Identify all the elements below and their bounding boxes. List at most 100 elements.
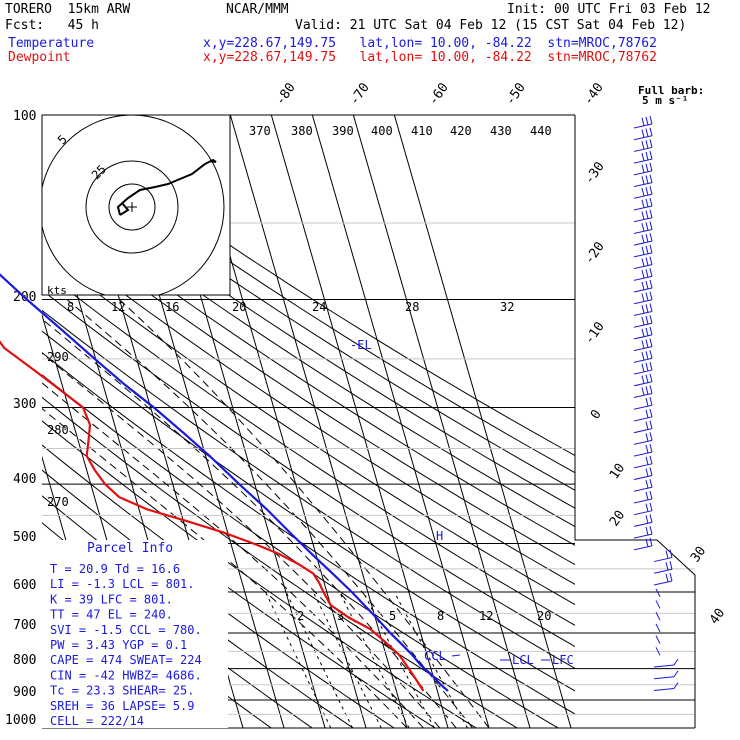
theta-label-440: 440 <box>530 124 552 138</box>
mixing-line-3 <box>285 591 354 728</box>
parcel-info-title: Parcel Info <box>87 541 173 556</box>
isotherm-labels: -80 -70 -60 -50 -40 -30 -20 -10 0 10 20 … <box>273 80 728 627</box>
isotherm-label-m50: -50 <box>503 80 529 108</box>
theta-label-400: 400 <box>371 124 393 138</box>
isotherm-label-20: 20 <box>607 508 628 529</box>
hodograph: 5 25 kts <box>41 114 231 297</box>
isotherm-label-m80: -80 <box>273 80 299 108</box>
wind-barb <box>633 268 653 281</box>
wind-barb <box>633 338 653 352</box>
temperature-legend: Temperature <box>8 36 95 51</box>
isotherm-10 <box>229 115 408 728</box>
isotherm-label-0: 0 <box>588 407 605 422</box>
pressure-label-300: 300 <box>13 397 36 412</box>
wind-barb <box>633 174 653 188</box>
mixing-line-8 <box>338 591 410 728</box>
wind-barb <box>655 635 661 644</box>
pressure-label-400: 400 <box>13 472 36 487</box>
theta-label-280: 280 <box>47 423 69 437</box>
wind-barb <box>633 326 653 340</box>
isotherm-label-30: 30 <box>688 544 709 565</box>
organization: NCAR/MMM <box>226 2 289 17</box>
barb-legend-line2: 5 m s⁻¹ <box>642 94 688 107</box>
isotherm-50 <box>393 115 572 728</box>
pressure-labels: 100 200 300 400 500 600 700 800 900 1000 <box>5 109 36 728</box>
dewpoint-line <box>0 340 425 692</box>
wind-barb <box>655 623 661 633</box>
wind-barb <box>653 670 679 680</box>
wind-barb <box>653 561 673 574</box>
wind-barb <box>633 432 653 445</box>
wind-barb <box>655 647 661 656</box>
wind-barb <box>633 397 653 410</box>
hodograph-kts-label: kts <box>47 284 67 297</box>
ccl-label: CCL <box>424 649 446 663</box>
theta-label-420: 420 <box>450 124 472 138</box>
isotherm-label-40: 40 <box>707 606 728 627</box>
parcel-info-row: CAPE = 474 SWEAT= 224 <box>50 653 202 667</box>
forecast-hour: Fcst: 45 h <box>5 18 99 33</box>
wind-barb <box>633 361 653 375</box>
theta-label-370: 370 <box>249 124 271 138</box>
init-time: Init: 00 UTC Fri 03 Feb 12 <box>507 2 711 17</box>
wind-barb <box>633 256 653 270</box>
wind-barb <box>655 588 661 597</box>
dry-adiabat-300 <box>42 420 478 728</box>
pressure-label-1000: 1000 <box>5 713 36 728</box>
isotherm-30 <box>311 115 490 728</box>
speed-tick-32: 32 <box>500 300 514 314</box>
el-label: -EL <box>350 338 372 352</box>
parcel-info-row: SREH = 36 LAPSE= 5.9 <box>50 699 195 713</box>
wind-barb <box>633 233 653 246</box>
wind-barb <box>633 373 653 387</box>
speed-tick-28: 28 <box>405 300 419 314</box>
parcel-info-panel: Parcel Info T = 20.9 Td = 16.6LI = -1.3 … <box>42 540 228 728</box>
parcel-info-row: SVI = -1.5 CCL = 780. <box>50 623 202 637</box>
theta-label-410: 410 <box>411 124 433 138</box>
model-name: TORERO 15km ARW <box>5 2 131 17</box>
hodograph-trace <box>116 158 217 216</box>
theta-label-270: 270 <box>47 495 69 509</box>
theta-label-390: 390 <box>332 124 354 138</box>
wind-barb <box>633 221 653 234</box>
wind-barb <box>653 658 679 668</box>
theta-label-430: 430 <box>490 124 512 138</box>
wind-barb <box>633 162 653 176</box>
wind-barb <box>633 526 653 539</box>
isotherm-label-m40: -40 <box>581 80 607 108</box>
wind-barb <box>633 315 653 328</box>
speed-tick-16: 16 <box>165 300 179 314</box>
mixing-label-12: 12 <box>479 609 493 623</box>
wind-barb <box>633 502 653 516</box>
wind-barb <box>633 420 653 434</box>
parcel-info-row: Tc = 23.3 SHEAR= 25. <box>50 684 195 698</box>
wind-barb <box>633 479 653 492</box>
parcel-info-bg <box>42 540 228 728</box>
pressure-label-500: 500 <box>13 530 36 545</box>
isotherm-label-m20: -20 <box>582 239 608 267</box>
isotherm-40 <box>352 115 531 728</box>
wind-barb <box>633 385 653 398</box>
wind-barb <box>655 611 661 621</box>
pressure-label-900: 900 <box>13 685 36 700</box>
theta-label-380: 380 <box>291 124 313 138</box>
isotherm-label-10: 10 <box>607 461 628 482</box>
mixing-label-20: 20 <box>537 609 551 623</box>
hodograph-ring-inner <box>108 183 156 231</box>
speed-tick-12: 12 <box>111 300 125 314</box>
pressure-label-800: 800 <box>13 653 36 668</box>
mixing-label-5: 5 <box>389 609 396 623</box>
lcl-label: LCL <box>512 653 534 667</box>
temperature-line <box>0 273 449 692</box>
wind-barb <box>633 291 653 305</box>
parcel-info-row: CELL = 222/14 <box>50 714 144 728</box>
isotherm-label-m10: -10 <box>582 319 608 347</box>
barb-legend-line1: Full barb: <box>638 84 704 97</box>
wind-barb <box>633 244 653 258</box>
moist-adiabat-14 <box>42 382 424 728</box>
isotherm--90 <box>0 87 1 740</box>
wind-barb <box>633 279 653 293</box>
wind-barb <box>633 455 653 469</box>
isotherm--80 <box>0 87 42 740</box>
wind-barb <box>633 350 653 363</box>
